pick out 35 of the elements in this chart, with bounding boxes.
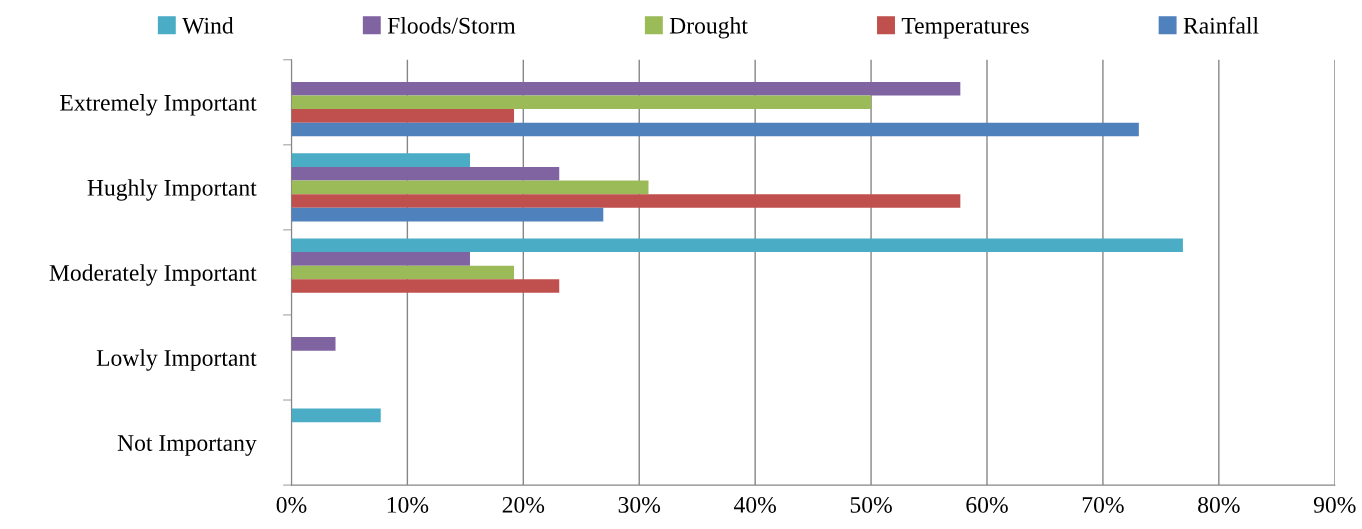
bar [291,408,381,423]
x-tick-label: 10% [387,496,429,513]
x-tick-label: 60% [966,496,1008,513]
bar [291,238,1183,253]
bar [291,279,560,293]
bar [291,180,649,195]
y-tick-label: Not Importany [117,435,257,456]
legend-label: Temperatures [901,17,1029,39]
bar [291,265,515,280]
bar [291,122,1139,137]
x-tick-label: 90% [1313,496,1356,513]
bar [291,95,872,110]
bar [291,252,470,266]
x-tick-label: 20% [502,496,545,513]
x-tick-label: 30% [618,496,661,513]
bar [291,166,560,181]
x-tick-label: 70% [1082,496,1124,513]
y-tick-label: Lowly Important [96,349,257,371]
x-tick-label: 80% [1198,496,1240,513]
legend-label: Wind [182,17,234,34]
bar [291,194,961,208]
bar [291,153,470,167]
y-tick-label: Extremely Important [60,94,257,116]
bar [291,207,604,222]
legend-label: Drought [669,17,748,39]
x-tick-label: 50% [850,496,892,513]
y-tick-label: Hughly Important [87,179,257,201]
bar [291,337,336,351]
bar [291,109,515,123]
legend-label: Floods/Storm [387,17,516,34]
y-tick-label: Moderately Important [49,264,257,286]
x-tick-label: 0% [276,496,307,513]
bar [291,81,961,96]
legend-label: Rainfall [1183,16,1259,34]
x-tick-label: 40% [733,496,776,513]
